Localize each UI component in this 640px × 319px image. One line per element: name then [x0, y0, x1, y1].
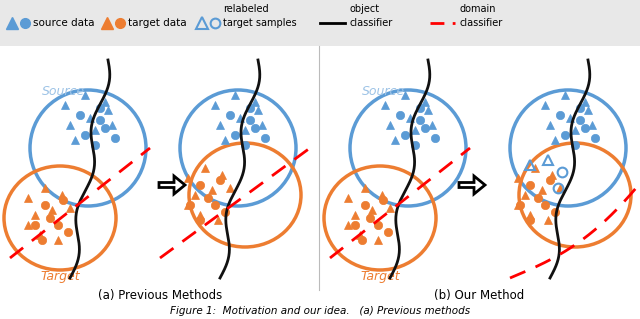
- FancyArrow shape: [459, 176, 485, 194]
- Text: domain
classifier: domain classifier: [460, 4, 503, 28]
- Text: Target: Target: [360, 270, 400, 283]
- Text: object
classifier: object classifier: [350, 4, 393, 28]
- Text: target data: target data: [128, 18, 187, 28]
- Text: Source: Source: [42, 85, 85, 98]
- Text: relabeled
target samples: relabeled target samples: [223, 4, 296, 28]
- Bar: [0, 0, 640, 46]
- Text: (a) Previous Methods: (a) Previous Methods: [98, 288, 222, 301]
- Text: Figure 1:  Motivation and our idea.   (a) Previous methods: Figure 1: Motivation and our idea. (a) P…: [170, 306, 470, 316]
- Text: Target: Target: [40, 270, 80, 283]
- Text: source data: source data: [33, 18, 95, 28]
- Text: Source: Source: [362, 85, 405, 98]
- FancyArrow shape: [159, 176, 185, 194]
- Text: (b) Our Method: (b) Our Method: [434, 288, 524, 301]
